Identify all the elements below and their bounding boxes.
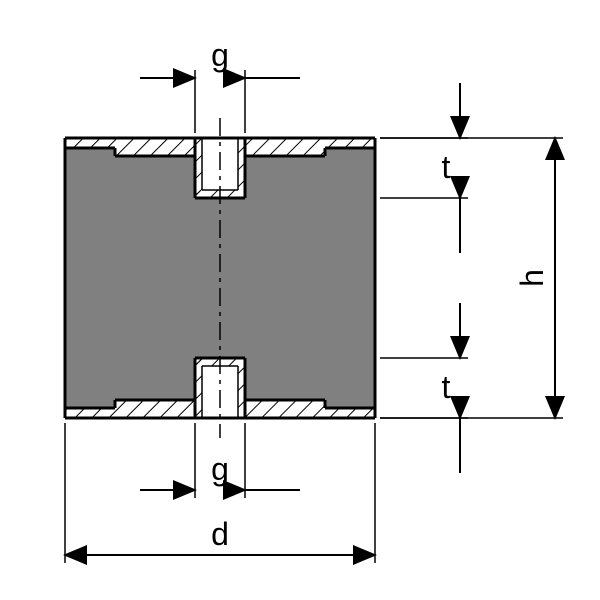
label-g-bottom: g: [211, 451, 229, 487]
label-h: h: [514, 269, 550, 287]
label-t-top: t: [442, 149, 451, 185]
technical-drawing: dgghtt: [0, 0, 600, 600]
label-g-top: g: [211, 37, 229, 73]
label-d: d: [211, 516, 229, 552]
label-t-bottom: t: [442, 369, 451, 405]
